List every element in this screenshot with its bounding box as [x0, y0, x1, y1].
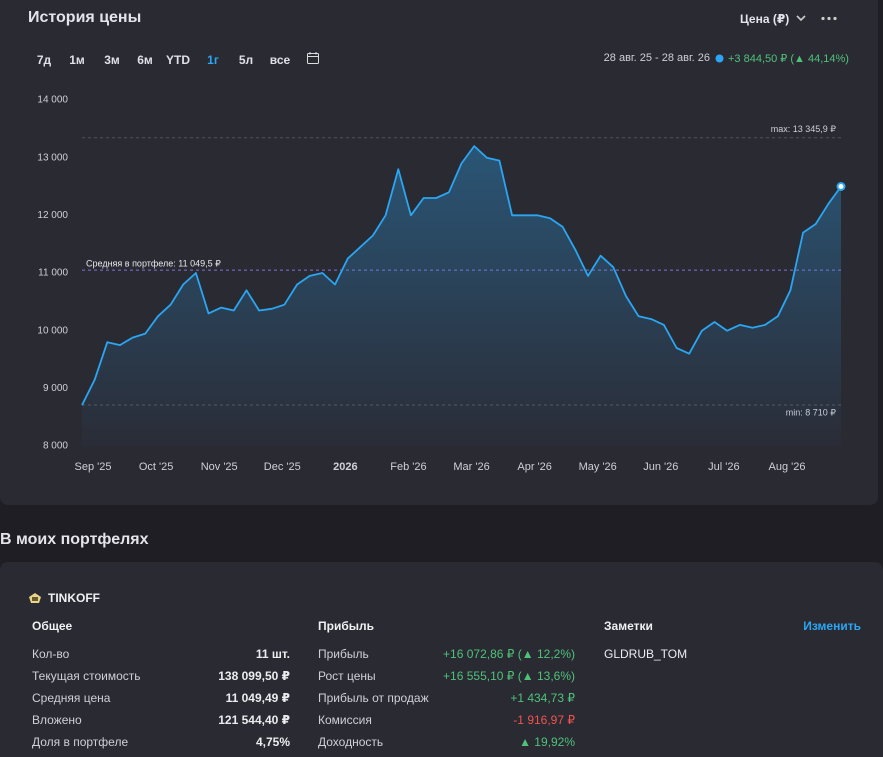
price-selector[interactable]: Цена (₽) — [740, 12, 790, 26]
x-tick-label: Jul '26 — [708, 461, 739, 473]
x-tick-label: Sep '25 — [75, 461, 112, 473]
period-button[interactable]: все — [269, 53, 291, 67]
x-tick-label: 2026 — [333, 461, 357, 473]
y-tick-label: 14 000 — [37, 95, 68, 106]
period-button[interactable]: YTD — [166, 53, 190, 67]
range-change: +3 844,50 ₽ (▲ 44,14%) — [728, 52, 849, 65]
amount: +16 555,10 ₽ — [443, 669, 515, 683]
period-button[interactable]: 5л — [238, 53, 254, 67]
row-label: Доля в портфеле — [32, 735, 129, 749]
row-value: +1 434,73 ₽ — [510, 691, 575, 705]
y-tick-label: 8 000 — [43, 441, 68, 452]
row-label: Кол-во — [32, 647, 70, 661]
change: +3 844,50 ₽ — [728, 53, 788, 65]
note-text: GLDRUB_TOM — [604, 647, 688, 661]
change-pct: (▲ 44,14%) — [790, 53, 849, 65]
row-value: 11 049,49 ₽ — [225, 691, 290, 705]
section-title: В моих портфелях — [0, 531, 149, 548]
y-tick-label: 10 000 — [37, 325, 68, 336]
broker-name: TINKOFF — [48, 591, 100, 605]
x-tick-label: Nov '25 — [201, 461, 238, 473]
portfolio-card: TINKOFF Общее Кол-во 11 шт. Текущая стоимос… — [0, 562, 883, 757]
section-header: Заметки — [604, 619, 653, 633]
x-tick-label: Jun '26 — [643, 461, 678, 473]
amount: +1 434,73 ₽ — [510, 691, 575, 705]
x-tick-label: Mar '26 — [453, 461, 489, 473]
y-tick-label: 9 000 — [43, 383, 68, 394]
row-value: 11 шт. — [255, 647, 290, 661]
price-history-card: История цены Цена (₽) 7д 1м 3м 6м YTD 1г 5л все… — [0, 0, 878, 505]
x-tick-label: Apr '26 — [517, 461, 552, 473]
period-button[interactable]: 7д — [36, 53, 52, 67]
period-button[interactable]: 1м — [69, 53, 85, 67]
row-value: 138 099,50 ₽ — [218, 669, 290, 683]
price-line — [81, 145, 842, 406]
y-tick-label: 13 000 — [37, 152, 68, 163]
amount: -1 916,97 ₽ — [513, 713, 575, 727]
row-value: 4,75% — [255, 735, 290, 749]
row-label: Вложено — [32, 713, 82, 727]
row-value: +16 072,86 ₽ (▲ 12,2%) — [443, 647, 575, 661]
area — [82, 146, 841, 446]
row-value: +16 555,10 ₽ (▲ 13,6%) — [443, 669, 575, 683]
row-label: Прибыль от продаж — [318, 691, 429, 705]
edit-link[interactable]: Изменить — [803, 619, 861, 633]
row-label: Доходность — [318, 735, 384, 749]
row-label: Прибыль — [318, 647, 369, 661]
row-value: -1 916,97 ₽ — [513, 713, 575, 727]
chevron-icon[interactable] — [796, 14, 806, 22]
max-label: max: 13 345,9 ₽ — [771, 124, 837, 134]
row-value: ▲ 19,92% — [519, 735, 575, 749]
percent: (▲ 12,2%) — [517, 647, 575, 661]
x-tick-label: Aug '26 — [769, 461, 806, 473]
broker-icon — [29, 593, 41, 603]
row-value: 121 544,40 ₽ — [218, 713, 290, 727]
calendar-icon[interactable] — [306, 51, 320, 65]
x-tick-label: Dec '25 — [264, 461, 301, 473]
percent: (▲ 13,6%) — [517, 669, 575, 683]
x-tick-label: May '26 — [579, 461, 617, 473]
date-range: 28 авг. 25 - 28 авг. 26 — [603, 52, 710, 64]
title: История цены — [28, 9, 142, 26]
period-button[interactable]: 1г — [207, 53, 219, 67]
row-label: Текущая стоимость — [32, 669, 141, 683]
y-tick-label: 11 000 — [38, 268, 68, 279]
chart: 8 000 9 000 10 000 11 000 12 000 13 000 14 000… — [37, 95, 846, 473]
average-label: Средняя в портфеле: 11 049,5 ₽ — [86, 259, 221, 269]
section-header: Прибыль — [318, 619, 374, 633]
x-tick-label: Oct '25 — [139, 461, 174, 473]
x-tick-label: Feb '26 — [390, 461, 426, 473]
amount: ▲ 19,92% — [519, 735, 575, 749]
more-icon[interactable] — [820, 16, 838, 21]
row-label: Средняя цена — [32, 691, 111, 705]
period-button[interactable]: 3м — [104, 53, 120, 67]
last-point — [836, 182, 846, 191]
row-label: Рост цены — [318, 669, 376, 683]
series-dot — [715, 54, 724, 63]
y-tick-label: 12 000 — [37, 210, 68, 221]
section-header: Общее — [32, 619, 73, 633]
row-label: Комиссия — [318, 713, 372, 727]
amount: +16 072,86 ₽ — [443, 647, 515, 661]
period-button[interactable]: 6м — [137, 53, 153, 67]
